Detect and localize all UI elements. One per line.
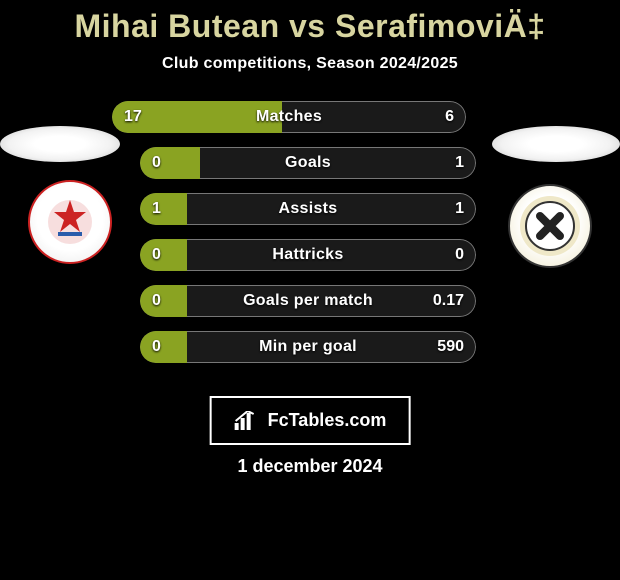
date-text: 1 december 2024 xyxy=(0,456,620,477)
stat-bar: 0590Min per goal xyxy=(140,331,476,363)
subtitle: Club competitions, Season 2024/2025 xyxy=(0,55,620,73)
club-crest-left-icon xyxy=(40,192,100,252)
watermark-text: FcTables.com xyxy=(268,410,387,431)
stat-label: Matches xyxy=(112,101,466,133)
stat-bar: 00.17Goals per match xyxy=(140,285,476,317)
stat-label: Assists xyxy=(140,193,476,225)
stat-label: Hattricks xyxy=(140,239,476,271)
stat-label: Goals per match xyxy=(140,285,476,317)
ellipse-right xyxy=(492,126,620,162)
club-crest-right-icon xyxy=(518,194,582,258)
team-badge-left xyxy=(28,180,112,264)
team-badge-right xyxy=(508,184,592,268)
watermark[interactable]: FcTables.com xyxy=(210,396,411,445)
stat-bar: 01Goals xyxy=(140,147,476,179)
stat-bar: 176Matches xyxy=(112,101,466,133)
stat-label: Min per goal xyxy=(140,331,476,363)
page-title: Mihai Butean vs SerafimoviÄ‡ xyxy=(0,0,620,45)
fctables-logo-icon xyxy=(234,411,260,431)
stat-label: Goals xyxy=(140,147,476,179)
stat-bar: 11Assists xyxy=(140,193,476,225)
ellipse-left xyxy=(0,126,120,162)
stat-bar: 00Hattricks xyxy=(140,239,476,271)
